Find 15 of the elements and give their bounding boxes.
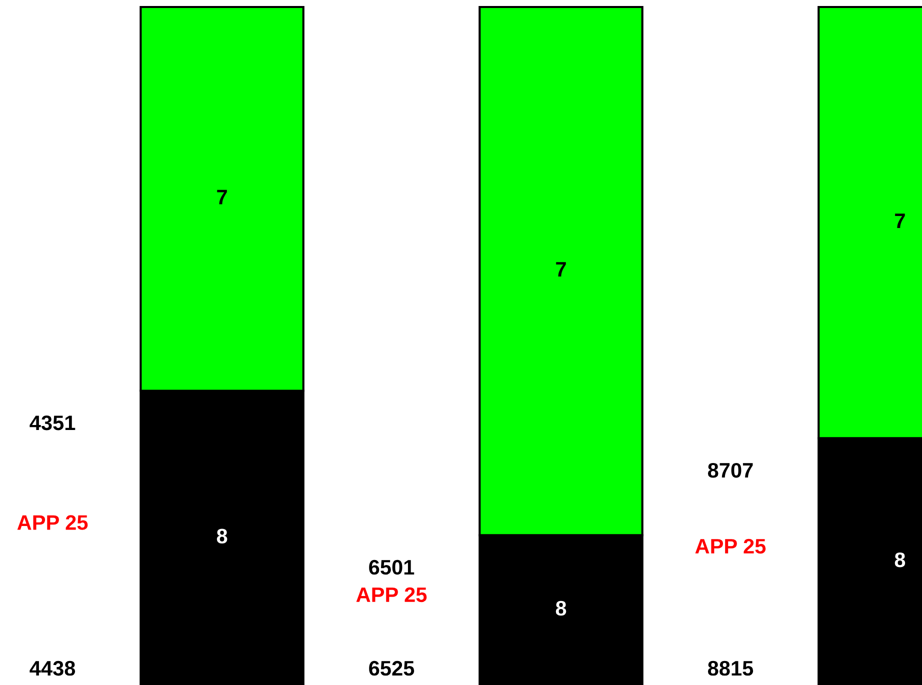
annotation: APP 25 [17,515,88,530]
annotation: APP 25 [356,587,427,602]
annotation: 7 [217,190,227,204]
annotation: 8 [216,528,228,544]
annotation: 8 [894,552,906,568]
annotation: 8707 [708,462,753,478]
annotation: 4438 [30,660,76,676]
annotation: APP 25 [695,538,766,554]
annotation: 8 [556,600,566,616]
annotation: 6525 [369,660,414,676]
annotation: 4351 [30,415,76,430]
annotation: 7 [895,214,905,228]
annotation: 8815 [708,660,754,676]
annotation: 6501 [369,560,414,575]
annotation: 7 [556,262,566,276]
